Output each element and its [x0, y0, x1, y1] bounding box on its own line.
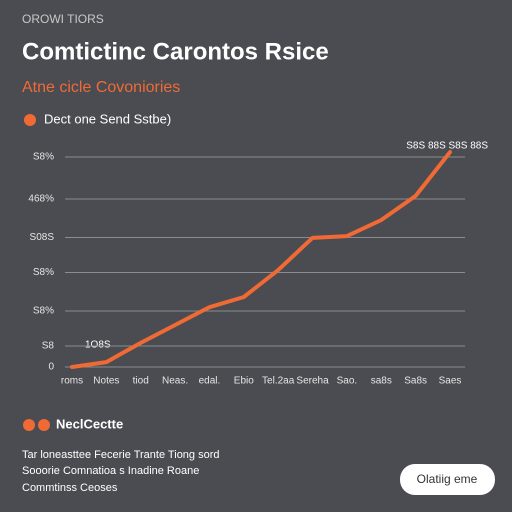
x-tick-label: Sa8s — [404, 376, 427, 387]
y-tick-label: S8 — [42, 341, 55, 352]
x-tick-label: Sao. — [337, 376, 358, 387]
footer-swatch — [23, 419, 35, 431]
legend-swatch — [24, 114, 36, 126]
footer-text: Sooorie Comnatioa s Inadine Roane — [22, 465, 199, 477]
y-tick-label: 468% — [28, 194, 54, 205]
footer-text: Tar loneasttee Fecerie Trante Tiong sord — [22, 449, 220, 461]
x-tick-label: sa8s — [371, 376, 392, 387]
footer-title: NeclCectte — [56, 416, 123, 431]
footer-swatch — [38, 419, 50, 431]
top-label: OROWI TIORS — [22, 12, 104, 26]
x-tick-label: roms — [61, 376, 83, 387]
x-tick-label: Saes — [439, 376, 462, 387]
y-tick-label: S8% — [33, 152, 54, 163]
x-tick-label: Sereha — [296, 376, 329, 387]
x-tick-label: tiod — [133, 376, 149, 387]
annotation: S8S 88S S8S 88S — [406, 141, 488, 152]
button-bg[interactable] — [400, 464, 495, 495]
x-tick-label: Ebio — [234, 376, 254, 387]
x-tick-label: Tel.2aa — [262, 376, 295, 387]
x-tick-label: Neas. — [162, 376, 188, 387]
footer-text: Commtinss Ceoses — [22, 482, 118, 494]
chart-subtitle: Atne cicle Covoniories — [22, 79, 180, 96]
y-tick-label: S08S — [30, 232, 55, 243]
line-series — [70, 150, 452, 369]
x-tick-label: edal. — [199, 376, 221, 387]
x-tick-label: Notes — [93, 376, 119, 387]
y-tick-label: 0 — [48, 362, 54, 373]
button[interactable]: Olatiig eme — [400, 464, 495, 495]
legend-label: Dect one Send Sstbe) — [44, 111, 171, 126]
chart-title: Comtictinc Carontos Rsice — [22, 38, 329, 65]
annotation: 1O8S — [85, 340, 111, 351]
y-tick-label: S8% — [33, 306, 54, 317]
y-tick-label: S8% — [33, 267, 54, 278]
button-label[interactable]: Olatiig eme — [417, 472, 478, 486]
